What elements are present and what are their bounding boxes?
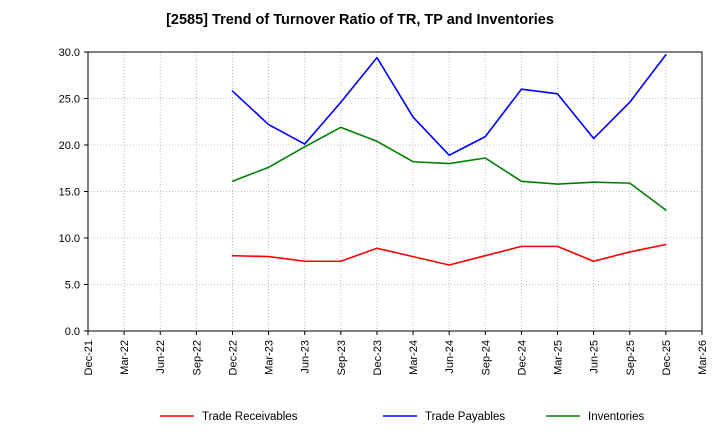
x-axis-tick-label: Sep-24: [480, 340, 492, 375]
x-axis-tick-label: Dec-23: [372, 340, 384, 375]
x-axis-tick-label: Mar-23: [264, 340, 276, 375]
x-axis-tick-label: Sep-22: [191, 340, 203, 375]
x-axis-tick-label: Jun-25: [589, 340, 601, 374]
x-axis-tick-label: Dec-24: [516, 340, 528, 375]
y-axis-tick-label: 20.0: [59, 140, 80, 152]
legend-label: Trade Payables: [425, 411, 505, 423]
x-axis-tick-label: Mar-24: [408, 340, 420, 375]
x-axis-tick-label: Mar-22: [119, 340, 131, 375]
y-axis-tick-label: 25.0: [59, 94, 80, 106]
x-axis-tick-label: Jun-24: [444, 340, 456, 374]
chart-title: [2585] Trend of Turnover Ratio of TR, TP…: [166, 12, 554, 28]
series-line: [231, 126, 667, 211]
y-axis-tick-label: 0.0: [65, 326, 80, 338]
y-axis-tick-label: 30.0: [59, 47, 80, 59]
x-axis-tick-label: Sep-25: [625, 340, 637, 375]
legend-label: Inventories: [588, 411, 645, 423]
series-line: [231, 243, 667, 266]
plot-frame: [87, 51, 703, 332]
legend-label: Trade Receivables: [202, 411, 298, 423]
x-axis-tick-label: Dec-22: [227, 340, 239, 375]
x-axis-tick-label: Sep-23: [336, 340, 348, 375]
x-axis-tick-label: Jun-23: [300, 340, 312, 374]
x-axis-tick-label: Mar-26: [697, 340, 709, 375]
y-axis-tick-label: 10.0: [59, 233, 80, 245]
y-axis-tick-label: 15.0: [59, 187, 80, 199]
x-axis-tick-label: Mar-25: [553, 340, 565, 375]
x-axis-tick-label: Jun-22: [155, 340, 167, 374]
series-line: [231, 53, 667, 157]
x-axis-tick-label: Dec-25: [661, 340, 673, 375]
x-axis-tick-label: Dec-21: [83, 340, 95, 375]
y-axis-tick-label: 5.0: [65, 280, 80, 292]
